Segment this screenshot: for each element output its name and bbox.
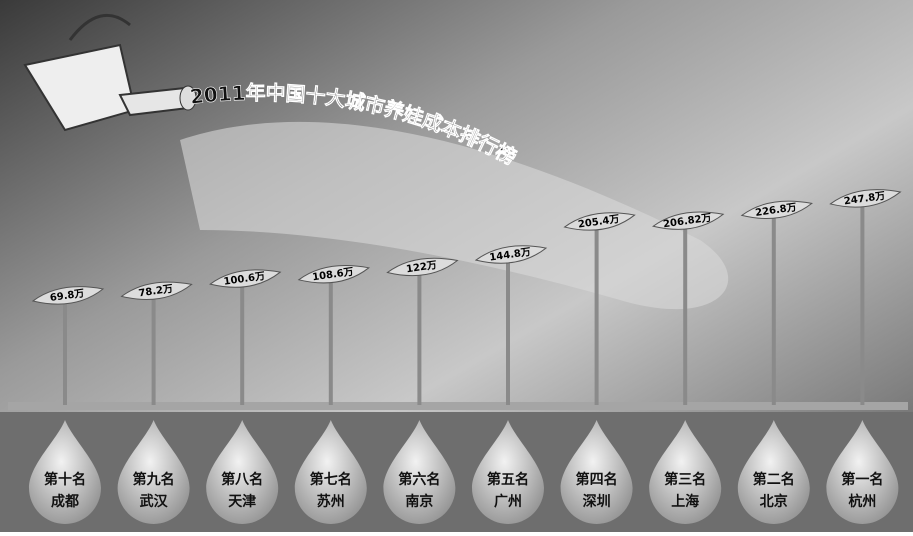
value-label: 69.8万 (49, 287, 85, 304)
drop (383, 420, 456, 524)
rank-label: 第三名 (664, 471, 706, 488)
leaf (474, 245, 548, 264)
value-label: 122万 (405, 259, 437, 275)
value-label: 226.8万 (754, 201, 797, 219)
city-label: 上海 (671, 493, 699, 510)
city-label: 杭州 (848, 493, 876, 510)
stem (771, 217, 776, 405)
drop (29, 420, 101, 524)
value-label: 78.2万 (138, 283, 174, 300)
stem (328, 281, 333, 405)
city-label: 广州 (494, 493, 522, 510)
drop (472, 420, 544, 524)
watering-can (23, 14, 197, 132)
leaf (120, 281, 193, 300)
stem (151, 298, 156, 405)
value-label: 247.8万 (843, 190, 886, 208)
hand (180, 121, 729, 310)
drop (294, 420, 367, 524)
stem (860, 205, 865, 405)
rank-label: 第九名 (133, 471, 175, 488)
rank-label: 第八名 (221, 471, 263, 488)
value-label: 205.4万 (577, 213, 620, 231)
rank-label: 第七名 (310, 471, 352, 488)
city-label: 深圳 (583, 493, 611, 510)
stem (240, 286, 245, 405)
drop (560, 420, 633, 524)
stem (63, 302, 67, 405)
leaf (563, 212, 636, 231)
drop (206, 420, 279, 524)
stem (506, 262, 510, 405)
rank-label: 第二名 (753, 471, 795, 488)
stem (683, 228, 688, 405)
leaf (209, 269, 282, 288)
leaf (297, 265, 370, 284)
rank-label: 第十名 (44, 471, 86, 488)
drop (117, 420, 190, 524)
city-label: 成都 (51, 493, 79, 510)
rank-label: 第四名 (576, 471, 618, 488)
city-label: 武汉 (140, 493, 169, 510)
ground-line (8, 402, 908, 410)
stem (417, 274, 422, 405)
leaf (740, 200, 813, 220)
stem (594, 229, 599, 405)
value-label: 108.6万 (311, 266, 354, 284)
rank-label: 第一名 (841, 471, 883, 488)
value-label: 144.8万 (489, 246, 532, 264)
drop (826, 420, 899, 524)
leaf (829, 189, 902, 208)
value-label: 100.6万 (223, 270, 266, 288)
rank-label: 第六名 (398, 471, 440, 488)
drop (737, 420, 810, 524)
leaf (386, 257, 459, 277)
drop (649, 420, 722, 524)
city-label: 南京 (405, 493, 433, 510)
city-label: 苏州 (317, 493, 345, 510)
city-label: 北京 (760, 493, 788, 510)
leaf (31, 286, 105, 305)
leaf (652, 211, 725, 230)
city-label: 天津 (228, 493, 256, 510)
rank-label: 第五名 (487, 471, 529, 488)
